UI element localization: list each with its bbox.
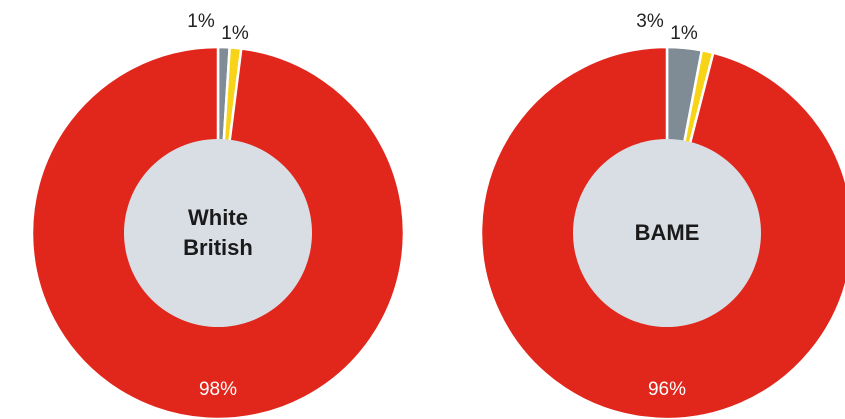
slice-label-white-british-2: 98% [199,379,237,400]
slice-label-bame-1: 1% [670,23,698,44]
slice-label-white-british-1: 1% [221,23,249,44]
donut-white-british: 98% 1% 1% White British [30,11,406,419]
slice-label-white-british-0: 1% [187,11,215,32]
donut-hole-bame [573,139,761,327]
center-label-bame-0: BAME [635,220,700,245]
donut-bame: 96% 3% 1% BAME [479,11,845,419]
center-label-white-british-1: British [183,235,253,260]
slice-label-bame-2: 96% [648,379,686,400]
donut-hole-white-british [124,139,312,327]
slice-label-bame-0: 3% [636,11,664,32]
center-label-white-british-0: White [188,205,248,230]
